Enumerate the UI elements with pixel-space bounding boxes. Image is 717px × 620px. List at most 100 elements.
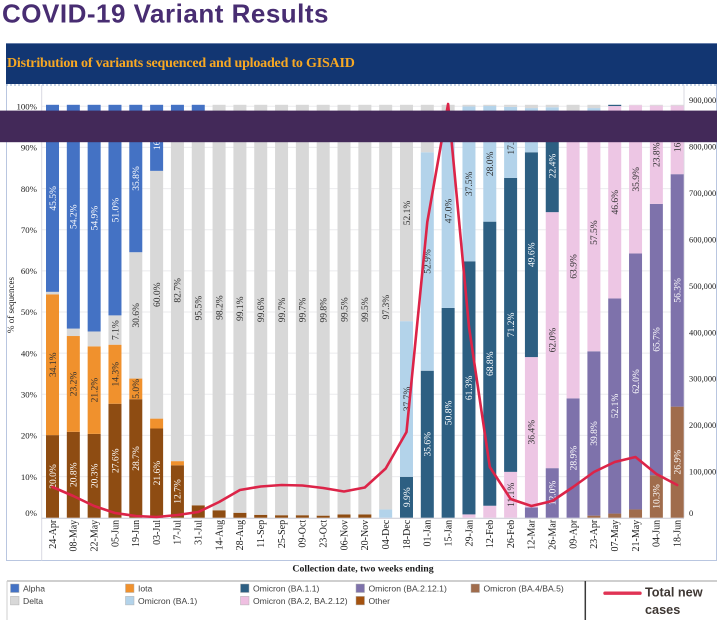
- svg-text:5.0%: 5.0%: [132, 379, 142, 399]
- svg-text:20-Nov: 20-Nov: [360, 520, 371, 551]
- svg-text:25-Sep: 25-Sep: [277, 520, 288, 548]
- svg-text:46.6%: 46.6%: [611, 190, 621, 215]
- svg-text:04-Dec: 04-Dec: [381, 519, 392, 549]
- svg-text:04-Jun: 04-Jun: [652, 520, 663, 547]
- svg-text:500,000: 500,000: [689, 282, 716, 291]
- svg-text:07-May: 07-May: [610, 520, 621, 552]
- svg-text:22.4%: 22.4%: [549, 154, 559, 179]
- svg-text:65.7%: 65.7%: [653, 327, 663, 352]
- svg-text:23.8%: 23.8%: [653, 142, 663, 167]
- svg-text:99.8%: 99.8%: [320, 298, 330, 323]
- svg-text:39.8%: 39.8%: [590, 421, 600, 446]
- svg-text:08-May: 08-May: [69, 520, 80, 552]
- svg-text:90%: 90%: [21, 143, 38, 153]
- svg-text:03-Jul: 03-Jul: [152, 520, 163, 545]
- svg-text:24-Apr: 24-Apr: [48, 519, 59, 549]
- svg-text:Iota: Iota: [138, 584, 153, 594]
- svg-text:50.8%: 50.8%: [444, 400, 454, 425]
- svg-text:21.2%: 21.2%: [90, 378, 100, 403]
- svg-text:09-Oct: 09-Oct: [298, 520, 309, 548]
- svg-text:18-Jun: 18-Jun: [672, 520, 683, 547]
- svg-text:36.4%: 36.4%: [528, 420, 538, 445]
- svg-text:28.7%: 28.7%: [132, 446, 142, 471]
- svg-text:cases: cases: [645, 603, 680, 617]
- svg-text:30.6%: 30.6%: [132, 303, 142, 328]
- svg-text:01-Jan: 01-Jan: [423, 520, 434, 547]
- svg-text:26-Feb: 26-Feb: [506, 520, 517, 548]
- svg-text:11-Sep: 11-Sep: [256, 520, 267, 548]
- svg-text:12.0%: 12.0%: [549, 481, 559, 506]
- svg-text:97.3%: 97.3%: [382, 295, 392, 320]
- svg-text:10%: 10%: [21, 472, 38, 482]
- svg-text:57.5%: 57.5%: [590, 220, 600, 245]
- svg-text:05-Jun: 05-Jun: [110, 520, 121, 547]
- svg-text:99.7%: 99.7%: [278, 298, 288, 323]
- svg-text:12.7%: 12.7%: [174, 479, 184, 504]
- svg-text:Delta: Delta: [23, 596, 43, 606]
- svg-text:47.0%: 47.0%: [444, 199, 454, 224]
- svg-text:35.9%: 35.9%: [632, 167, 642, 192]
- svg-text:29-Jan: 29-Jan: [464, 520, 475, 547]
- svg-text:99.5%: 99.5%: [361, 297, 371, 322]
- svg-text:06-Nov: 06-Nov: [339, 520, 350, 551]
- svg-text:35.8%: 35.8%: [132, 166, 142, 191]
- svg-text:COVID-19 Variant Results: COVID-19 Variant Results: [2, 0, 329, 29]
- svg-text:80%: 80%: [21, 184, 38, 194]
- svg-text:900,000: 900,000: [689, 96, 716, 105]
- svg-text:99.5%: 99.5%: [340, 297, 350, 322]
- svg-text:35.6%: 35.6%: [424, 432, 434, 457]
- svg-text:21.6%: 21.6%: [153, 461, 163, 486]
- svg-text:7.1%: 7.1%: [111, 320, 121, 340]
- svg-text:52.1%: 52.1%: [403, 201, 413, 226]
- svg-text:Omicron (BA.1.1): Omicron (BA.1.1): [253, 584, 320, 594]
- svg-text:27.6%: 27.6%: [111, 448, 121, 473]
- svg-text:30%: 30%: [21, 390, 38, 400]
- svg-text:Alpha: Alpha: [23, 584, 45, 594]
- svg-text:20.8%: 20.8%: [70, 462, 80, 487]
- svg-text:700,000: 700,000: [689, 189, 716, 198]
- svg-text:18-Dec: 18-Dec: [402, 519, 413, 549]
- svg-text:600,000: 600,000: [689, 236, 716, 245]
- svg-text:800,000: 800,000: [689, 143, 716, 152]
- svg-text:37.7%: 37.7%: [403, 387, 413, 412]
- svg-text:22-May: 22-May: [89, 520, 100, 552]
- svg-text:95.5%: 95.5%: [195, 296, 205, 321]
- svg-text:28.0%: 28.0%: [486, 151, 496, 176]
- svg-text:200,000: 200,000: [689, 421, 716, 430]
- svg-text:14.3%: 14.3%: [111, 362, 121, 387]
- svg-text:62.0%: 62.0%: [632, 369, 642, 394]
- svg-text:37.5%: 37.5%: [465, 172, 475, 197]
- svg-text:Collection date, two weeks end: Collection date, two weeks ending: [292, 564, 433, 575]
- svg-text:68.8%: 68.8%: [486, 351, 496, 376]
- svg-text:17-Jul: 17-Jul: [173, 520, 184, 545]
- svg-text:Omicron (BA.4/BA.5): Omicron (BA.4/BA.5): [484, 584, 564, 594]
- svg-text:45.5%: 45.5%: [49, 186, 59, 211]
- svg-text:28.9%: 28.9%: [569, 446, 579, 471]
- svg-text:100,000: 100,000: [689, 468, 716, 477]
- svg-text:20%: 20%: [21, 431, 38, 441]
- svg-text:14-Aug: 14-Aug: [214, 520, 225, 551]
- svg-text:23.2%: 23.2%: [70, 372, 80, 397]
- svg-text:50%: 50%: [21, 307, 38, 317]
- svg-text:Omicron (BA.2, BA.2.12): Omicron (BA.2, BA.2.12): [253, 596, 348, 606]
- svg-text:62.0%: 62.0%: [549, 328, 559, 353]
- svg-text:23-Oct: 23-Oct: [319, 520, 330, 548]
- svg-text:21-May: 21-May: [631, 520, 642, 552]
- svg-text:0%: 0%: [25, 508, 37, 518]
- svg-text:Omicron (BA.2.12.1): Omicron (BA.2.12.1): [369, 584, 447, 594]
- svg-text:09-Apr: 09-Apr: [568, 519, 579, 549]
- svg-text:52.1%: 52.1%: [611, 394, 621, 419]
- svg-text:34.1%: 34.1%: [49, 352, 59, 377]
- svg-text:Total new: Total new: [645, 586, 703, 600]
- svg-text:40%: 40%: [21, 348, 38, 358]
- svg-text:28-Aug: 28-Aug: [235, 520, 246, 551]
- svg-text:60%: 60%: [21, 266, 38, 276]
- svg-text:11.1%: 11.1%: [507, 483, 517, 507]
- svg-text:400,000: 400,000: [689, 328, 716, 337]
- svg-text:0: 0: [689, 509, 693, 518]
- svg-text:31-Jul: 31-Jul: [194, 520, 205, 545]
- svg-text:71.2%: 71.2%: [507, 313, 517, 338]
- svg-text:99.7%: 99.7%: [299, 298, 309, 323]
- svg-text:26-Mar: 26-Mar: [548, 519, 559, 550]
- svg-text:23-Apr: 23-Apr: [589, 519, 600, 549]
